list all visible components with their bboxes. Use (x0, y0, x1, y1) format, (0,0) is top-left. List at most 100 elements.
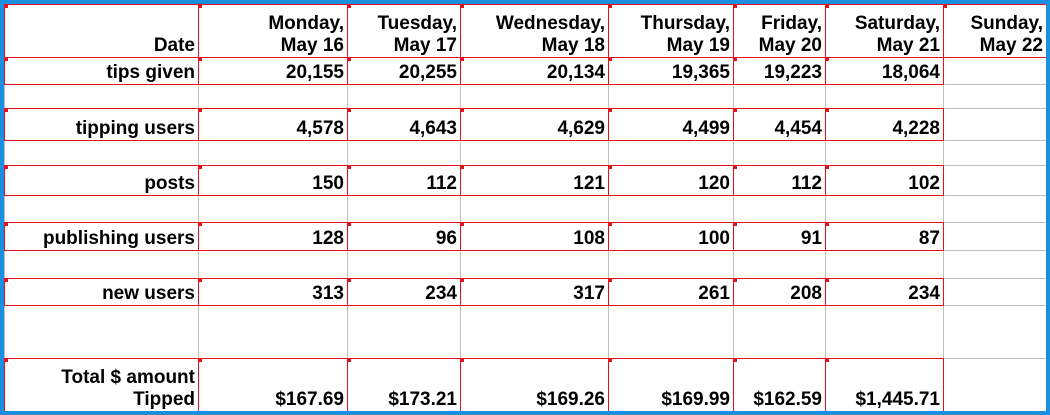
cell-text: 317 (573, 283, 605, 304)
cell-text: 4,454 (774, 118, 822, 139)
data-cell: $167.69 (198, 358, 348, 411)
data-cell: 317 (460, 278, 609, 306)
cell-text: 112 (426, 173, 457, 194)
cell-text: 112 (791, 173, 822, 194)
data-cell: 4,499 (608, 108, 734, 141)
cell-text: 96 (435, 228, 457, 249)
row-label: new users (4, 278, 199, 306)
data-cell: 4,454 (733, 108, 826, 141)
column-header: Tuesday, May 17 (347, 4, 461, 58)
cell-text: 4,629 (557, 118, 605, 139)
data-cell: 4,643 (347, 108, 461, 141)
data-cell: $169.99 (608, 358, 734, 411)
cell-text: $1,445.71 (855, 389, 940, 410)
data-cell: 20,134 (460, 57, 609, 85)
cell-text: 4,578 (296, 118, 344, 139)
data-cell: 121 (460, 165, 609, 196)
data-cell: 261 (608, 278, 734, 306)
cell-text: 19,365 (671, 62, 730, 83)
data-cell: 234 (347, 278, 461, 306)
cell-text: 120 (698, 173, 730, 194)
cell-text: 234 (908, 283, 940, 304)
row-label: publishing users (4, 222, 199, 251)
cell-text: $167.69 (275, 389, 344, 410)
cell-text: 20,155 (285, 62, 344, 83)
cell-text: 102 (908, 173, 940, 194)
cell-text: Date (153, 35, 195, 56)
cell-text: May 21 (876, 35, 940, 56)
cell-text: publishing users (42, 228, 195, 249)
data-cell: $162.59 (733, 358, 826, 411)
row-label: Total $ amount Tipped (4, 358, 199, 411)
cell-text: posts (144, 173, 195, 194)
cell-text: $173.21 (388, 389, 457, 410)
cell-text: May 17 (393, 35, 457, 56)
cell-text: 234 (425, 283, 457, 304)
cell-text: Friday, (761, 13, 822, 34)
data-cell: 108 (460, 222, 609, 251)
column-header: Sunday, May 22 (943, 4, 1046, 58)
cell-text: Tipped (133, 389, 195, 410)
cell-text: Tuesday, (377, 13, 457, 34)
data-cell: 96 (347, 222, 461, 251)
cell-text: 208 (790, 283, 822, 304)
cell-text: 261 (698, 283, 730, 304)
data-cell: 20,255 (347, 57, 461, 85)
data-cell: 19,223 (733, 57, 826, 85)
data-cell: 128 (198, 222, 348, 251)
cell-text: Wednesday, (495, 13, 605, 34)
cell-text: Total $ amount (61, 367, 195, 388)
cell-text: 91 (800, 228, 822, 249)
cell-text: May 20 (758, 35, 822, 56)
data-cell: 313 (198, 278, 348, 306)
cell-text: Thursday, (640, 13, 730, 34)
cell-text: May 18 (541, 35, 605, 56)
cell-text: new users (102, 283, 195, 304)
column-header: Friday, May 20 (733, 4, 826, 58)
cell-text: 108 (573, 228, 605, 249)
data-cell: $169.26 (460, 358, 609, 411)
data-cell: 150 (198, 165, 348, 196)
cell-text: Sunday, (970, 13, 1044, 34)
data-cell: 91 (733, 222, 826, 251)
cell-text: Monday, (268, 13, 344, 34)
data-cell: 112 (347, 165, 461, 196)
cell-text: 121 (573, 173, 605, 194)
data-cell: 18,064 (825, 57, 944, 85)
cell-text: 87 (918, 228, 940, 249)
cell-text: May 19 (666, 35, 730, 56)
cell-text: 18,064 (881, 62, 940, 83)
cell-text: $162.59 (753, 389, 822, 410)
data-cell: $173.21 (347, 358, 461, 411)
cell-text: 20,255 (398, 62, 457, 83)
data-cell: 102 (825, 165, 944, 196)
data-cell: 4,228 (825, 108, 944, 141)
row-label: posts (4, 165, 199, 196)
data-cell: 20,155 (198, 57, 348, 85)
row-label: tips given (4, 57, 199, 85)
data-cell: 100 (608, 222, 734, 251)
column-header: Thursday, May 19 (608, 4, 734, 58)
column-header: Monday, May 16 (198, 4, 348, 58)
column-header: Saturday, May 21 (825, 4, 944, 58)
cell-text: 4,643 (409, 118, 457, 139)
cell-text: 20,134 (546, 62, 605, 83)
cell-text: Saturday, (854, 13, 940, 34)
cell-text: May 22 (979, 35, 1043, 56)
data-cell: 4,578 (198, 108, 348, 141)
data-cell: 87 (825, 222, 944, 251)
cell-text: tipping users (75, 118, 195, 139)
cell-text: 19,223 (763, 62, 822, 83)
cell-text: 128 (312, 228, 344, 249)
data-cell: 120 (608, 165, 734, 196)
cell-text: 313 (312, 283, 344, 304)
cell-text: May 16 (280, 35, 344, 56)
row-header-title: Date (4, 4, 199, 58)
cell-text: $169.26 (536, 389, 605, 410)
data-cell: 208 (733, 278, 826, 306)
data-cell: 4,629 (460, 108, 609, 141)
cell-text: tips given (106, 62, 195, 83)
cell-text: 100 (698, 228, 730, 249)
cell-text: 150 (312, 173, 344, 194)
